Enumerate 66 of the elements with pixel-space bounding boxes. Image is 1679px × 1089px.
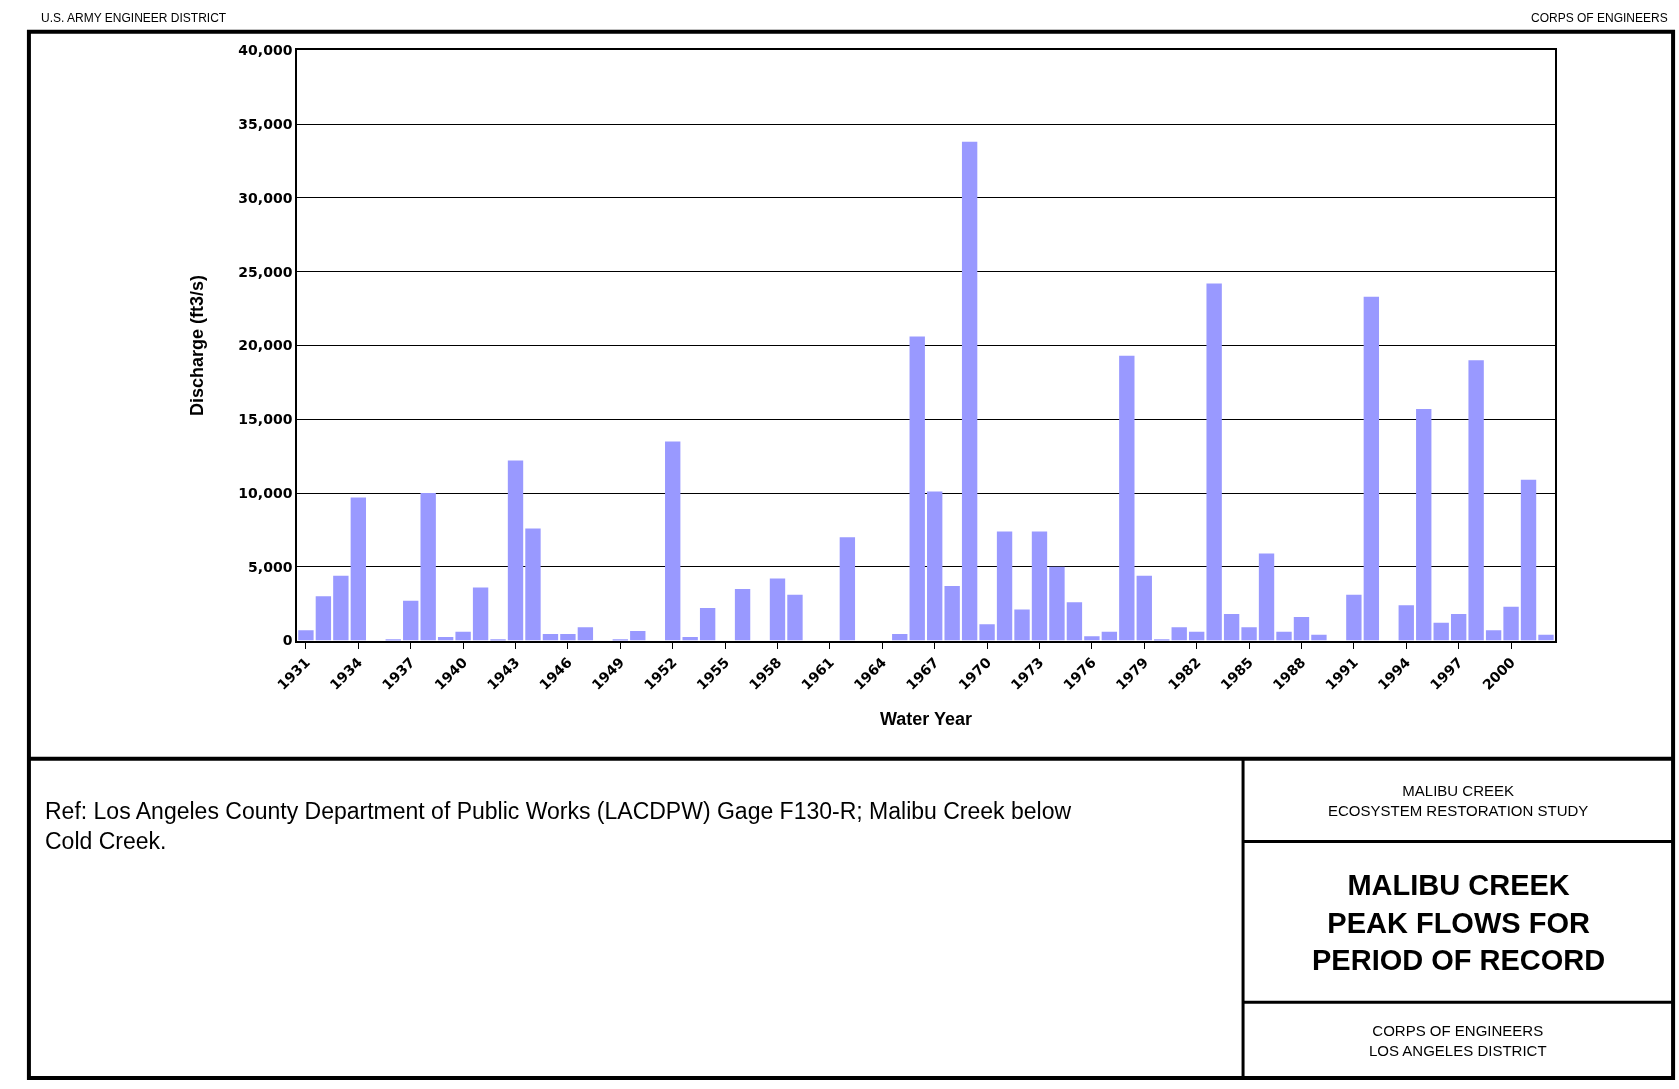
y-axis-title: Discharge (ft3/s)	[187, 274, 208, 416]
y-tick-label: 20,000	[238, 337, 293, 354]
bar	[455, 631, 471, 641]
bar	[1433, 622, 1449, 641]
y-tick-label: 10,000	[238, 484, 293, 501]
bar	[1416, 408, 1432, 641]
bar	[1049, 566, 1065, 641]
bar	[1363, 296, 1380, 641]
bar	[1223, 614, 1240, 641]
bar	[1084, 636, 1100, 641]
bar	[525, 528, 541, 641]
bar	[665, 441, 681, 641]
y-tick-label: 35,000	[238, 116, 293, 133]
bar	[909, 336, 925, 641]
text: MALIBU CREEK PEAK FLOWS FOR PERIOD OF RECORD	[1312, 869, 1606, 977]
bar	[298, 630, 314, 641]
bar	[420, 493, 436, 641]
y-tick-label: 15,000	[238, 411, 293, 428]
bar	[839, 537, 856, 641]
x-axis-title: Water Year	[879, 708, 972, 729]
bar	[1398, 605, 1414, 641]
text: MALIBU CREEK ECOSYSTEM RESTORATION STUDY	[1328, 782, 1589, 819]
bar	[1031, 531, 1048, 641]
bar	[1468, 360, 1484, 641]
bar	[472, 587, 489, 641]
bar	[1066, 602, 1083, 641]
y-tick-label: 30,000	[238, 189, 293, 206]
bar	[1136, 575, 1152, 641]
bar	[1450, 614, 1467, 641]
bar	[1258, 553, 1275, 641]
bar	[996, 531, 1013, 641]
bar	[315, 596, 332, 641]
bar	[560, 633, 576, 641]
y-tick-label: 40,000	[238, 42, 293, 59]
y-tick-label: 5,000	[248, 558, 293, 575]
y-tick-label: 0	[282, 632, 293, 649]
bar	[630, 630, 646, 641]
bar	[769, 578, 786, 641]
y-tick-label: 25,000	[238, 263, 293, 280]
bar	[734, 588, 751, 641]
bar	[1241, 627, 1257, 641]
bar	[787, 594, 803, 641]
bar	[1014, 609, 1030, 641]
bar	[1119, 355, 1135, 641]
bar	[1346, 594, 1362, 641]
bar	[1171, 627, 1187, 641]
bar	[1520, 479, 1537, 641]
bar	[1485, 630, 1502, 641]
bar	[507, 460, 524, 641]
text: CORPS OF ENGINEERS	[1531, 11, 1668, 25]
bar	[699, 608, 716, 641]
bar	[1503, 606, 1519, 641]
bar	[1293, 616, 1310, 641]
bar	[944, 585, 960, 641]
text: U.S. ARMY ENGINEER DISTRICT	[41, 11, 227, 25]
bar	[927, 491, 943, 641]
bar	[979, 624, 995, 641]
bar	[333, 575, 349, 641]
text: CORPS OF ENGINEERS LOS ANGELES DISTRICT	[1369, 1022, 1547, 1059]
bar	[350, 497, 367, 641]
bar	[961, 141, 978, 641]
bar	[1206, 283, 1222, 641]
bar	[403, 600, 419, 641]
text: Ref: Los Angeles County Department of Public Works (LACDPW) Gage F130-R; Malibu Creek below Cold Creek.	[45, 798, 1072, 854]
bar	[1276, 631, 1292, 641]
bar	[577, 627, 594, 641]
